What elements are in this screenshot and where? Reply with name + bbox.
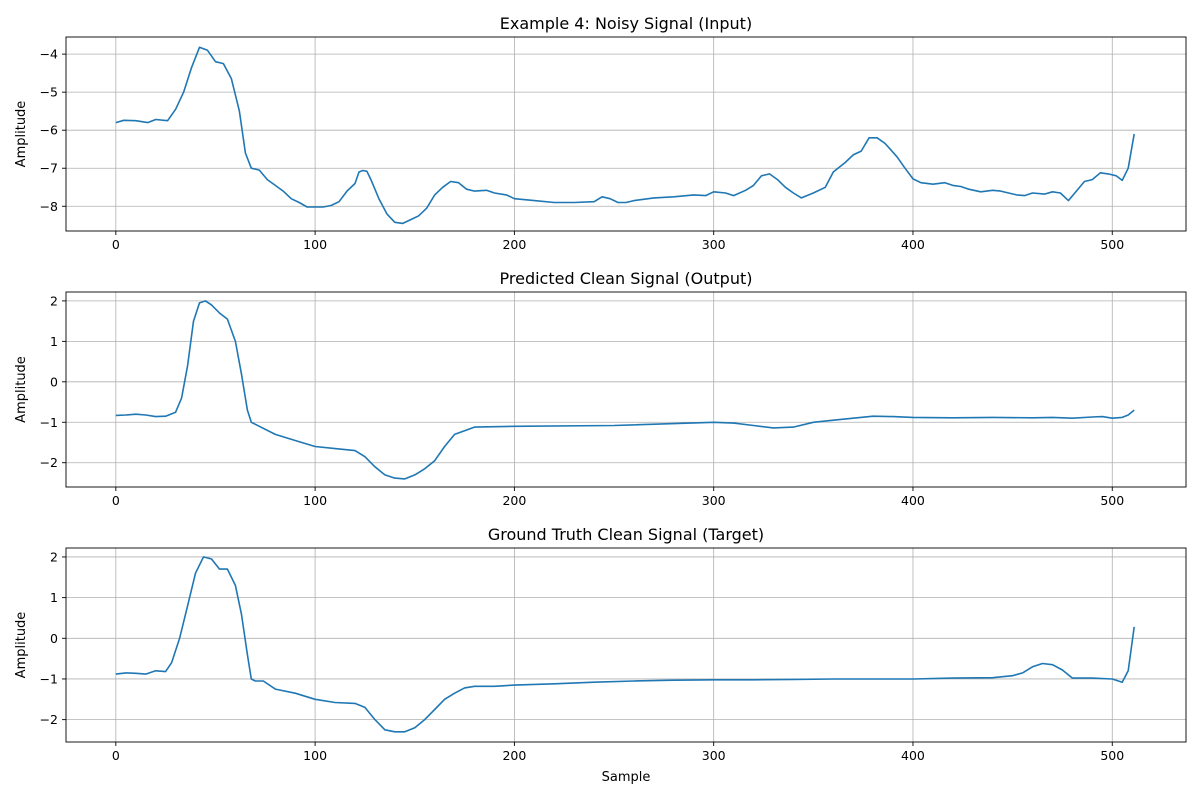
y-tick-label: −2 <box>40 455 58 470</box>
y-tick-label: −6 <box>40 123 58 138</box>
x-tick-label: 400 <box>901 493 925 508</box>
x-tick-label: 100 <box>303 493 327 508</box>
axes-frame <box>65 291 1187 488</box>
y-tick-label: 1 <box>50 590 58 605</box>
series-line-1 <box>115 556 1135 733</box>
x-tick-label: 500 <box>1100 748 1124 763</box>
x-tick-label: 500 <box>1100 493 1124 508</box>
x-tick-label: 100 <box>303 237 327 252</box>
x-tick-label: 100 <box>303 748 327 763</box>
axes-frame <box>65 547 1187 743</box>
x-tick-label: 200 <box>502 237 526 252</box>
x-tick-label: 300 <box>702 748 726 763</box>
subplot-2: 0 100 200 300 400 500 −2 −1 0 1 2 Predicted Clean S… <box>14 269 1187 508</box>
series-line-1 <box>115 46 1135 225</box>
y-tick-label: 1 <box>50 334 58 349</box>
x-tick-label: 0 <box>112 748 120 763</box>
y-tick-label: −4 <box>40 47 58 62</box>
x-tick-label: 400 <box>901 237 925 252</box>
y-tick-label: 0 <box>50 374 58 389</box>
x-tick-label: 0 <box>112 493 120 508</box>
y-axis-label: Amplitude <box>14 612 29 679</box>
x-tick-label: 200 <box>502 493 526 508</box>
x-axis-label: Sample <box>602 770 651 785</box>
y-tick-label: 0 <box>50 631 58 646</box>
y-tick-label: 2 <box>50 549 58 564</box>
subplot-1: 0 100 200 300 400 500 −8 −7 −6 −5 −4 Example 4: Noi… <box>14 14 1187 252</box>
y-tick-label: −1 <box>40 671 58 686</box>
series-line-1 <box>115 300 1135 480</box>
x-tick-label: 0 <box>112 237 120 252</box>
axes-frame <box>65 36 1187 232</box>
x-tick-label: 300 <box>702 493 726 508</box>
y-tick-label: −8 <box>40 199 58 214</box>
chart-title: Predicted Clean Signal (Output) <box>500 269 753 288</box>
y-axis-label: Amplitude <box>14 101 29 168</box>
x-tick-label: 400 <box>901 748 925 763</box>
chart-title: Example 4: Noisy Signal (Input) <box>500 14 752 33</box>
y-tick-label: −5 <box>40 85 58 100</box>
x-tick-label: 500 <box>1100 237 1124 252</box>
y-tick-label: −7 <box>40 161 58 176</box>
y-tick-label: −1 <box>40 415 58 430</box>
y-tick-label: −2 <box>40 712 58 727</box>
x-tick-label: 300 <box>702 237 726 252</box>
chart-title: Ground Truth Clean Signal (Target) <box>488 525 764 544</box>
y-tick-label: 2 <box>50 293 58 308</box>
x-tick-label: 200 <box>502 748 526 763</box>
y-axis-label: Amplitude <box>14 356 29 423</box>
subplot-3: 0 100 200 300 400 500 −2 −1 0 1 2 Ground Truth Clea… <box>14 525 1187 785</box>
